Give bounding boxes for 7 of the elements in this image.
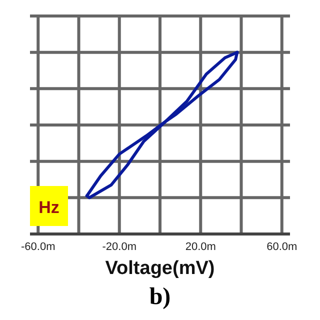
text: b) [149,284,171,310]
x-axis-title: Voltage(mV) [105,258,215,279]
annotation: Hz [38,198,60,217]
x-tick-label: -60.0m [21,241,56,253]
x-tick-label: -20.0m [102,241,136,253]
x-tick-label: 20.0m [185,241,216,253]
x-tick-label: 60.0m [266,241,298,253]
